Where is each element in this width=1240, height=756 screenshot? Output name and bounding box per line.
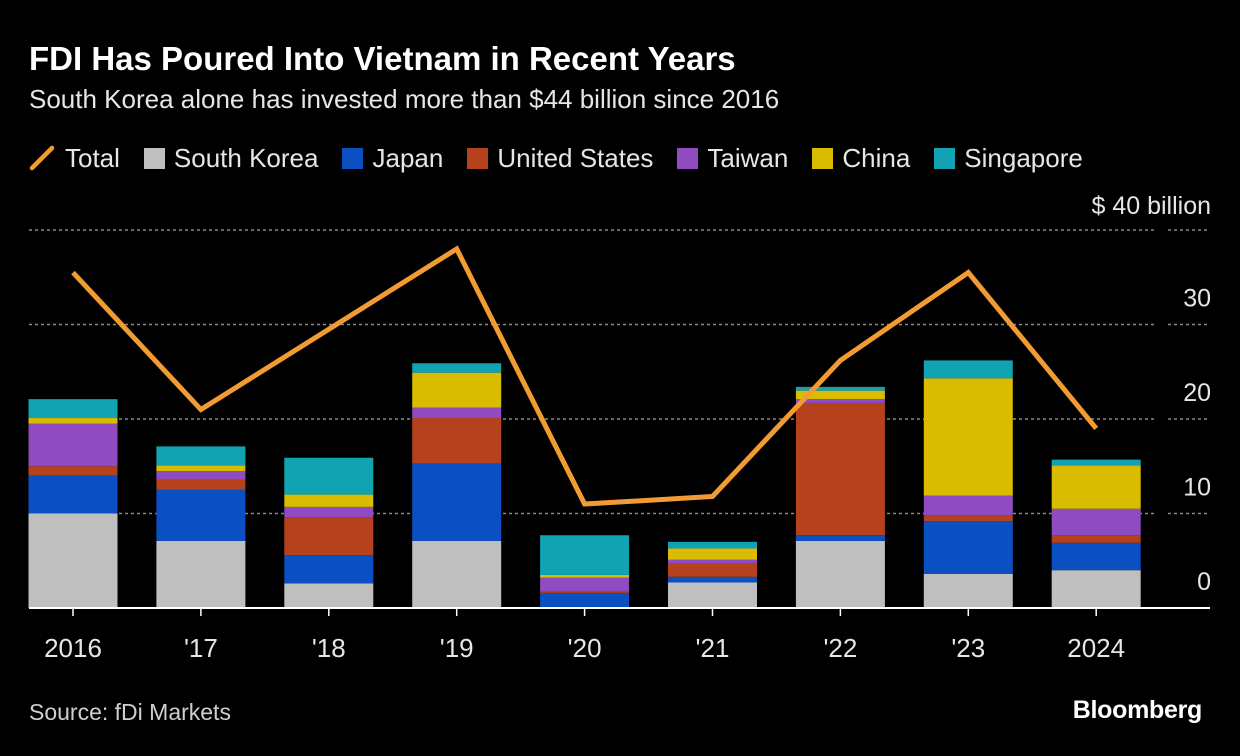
legend-item: United States	[467, 143, 653, 174]
legend-item: Japan	[342, 143, 443, 174]
x-tick-label: 2016	[44, 633, 102, 663]
legend-label: Japan	[372, 142, 444, 173]
chart-subtitle: South Korea alone has invested more than…	[29, 84, 780, 114]
y-tick-label: 10	[1183, 474, 1211, 502]
source-note: Source: fDi Markets	[29, 699, 231, 725]
bar-segment	[284, 583, 374, 608]
bar-segment	[412, 372, 502, 408]
bar-segment	[28, 466, 118, 476]
legend: Total South Korea Japan United States Taiwan…	[29, 140, 1107, 176]
bar-segment	[668, 576, 757, 583]
bar-segment	[668, 541, 757, 549]
bar-segment	[923, 521, 1013, 574]
bar-segment	[156, 446, 246, 466]
bar-segment	[795, 399, 885, 403]
bar-segment	[795, 535, 885, 541]
bar-segment	[156, 479, 246, 490]
bar-segment	[1051, 465, 1141, 509]
bar-segment	[412, 540, 502, 608]
legend-swatch	[342, 147, 364, 169]
bar-segment	[540, 535, 630, 575]
bar-segment	[28, 423, 118, 467]
legend-item: Singapore	[934, 143, 1083, 174]
bar-segment	[156, 470, 246, 480]
legend-swatch	[934, 147, 956, 169]
bar-segment	[668, 563, 757, 577]
bar-segment	[795, 540, 885, 608]
legend-line-swatch	[29, 145, 55, 171]
x-tick-label: '23	[951, 633, 985, 663]
bar-segment	[28, 475, 118, 514]
bar-segment	[156, 465, 246, 471]
chart-title: FDI Has Poured Into Vietnam in Recent Ye…	[29, 40, 736, 77]
bloomberg-logo: Bloomberg	[1072, 696, 1203, 724]
bar-segment	[1051, 542, 1141, 571]
bar-segment	[412, 418, 502, 464]
bar-segment	[923, 495, 1013, 516]
bar-segment	[668, 548, 757, 560]
legend-item: Total	[29, 143, 120, 174]
legend-label: South Korea	[173, 142, 319, 173]
x-tick-label: 2024	[1067, 633, 1125, 663]
bar-segment	[795, 390, 885, 400]
bar-segment	[1051, 570, 1141, 608]
bar-segment	[1051, 535, 1141, 543]
bar-segment	[923, 573, 1013, 608]
bar-segment	[412, 407, 502, 419]
y-tick-label: 0	[1197, 568, 1211, 596]
legend-swatch	[143, 147, 165, 169]
legend-label: China	[842, 142, 911, 173]
y-tick-label: $ 40 billion	[1091, 192, 1211, 220]
bar-segment	[28, 418, 118, 424]
bar-segment	[412, 463, 502, 541]
bar-segment	[540, 590, 630, 593]
bar-segment	[284, 517, 374, 556]
legend-swatch	[812, 147, 834, 169]
bar-segment	[284, 506, 374, 518]
bar-segment	[1051, 459, 1141, 466]
legend-label: Total	[65, 142, 120, 173]
legend-item: Taiwan	[677, 143, 788, 174]
bar-segment	[284, 555, 374, 584]
bar-segment	[540, 574, 630, 578]
legend-label: Taiwan	[707, 142, 789, 173]
bar-segment	[412, 363, 502, 373]
legend-swatch	[677, 147, 699, 169]
bar-segment	[540, 577, 630, 591]
bar-segment	[668, 559, 757, 564]
bar-segment	[795, 402, 885, 536]
bar-segment	[28, 513, 118, 608]
bar-segment	[540, 592, 630, 608]
bar-segment	[923, 378, 1013, 496]
bar-segment	[284, 457, 374, 495]
bar-segment	[923, 515, 1013, 522]
bar-segment	[923, 360, 1013, 379]
x-tick-label: '19	[440, 633, 474, 663]
x-tick-label: '20	[568, 633, 602, 663]
bar-segment	[668, 582, 757, 608]
x-tick-label: '22	[823, 633, 857, 663]
legend-item: China	[812, 143, 910, 174]
legend-item: South Korea	[143, 142, 319, 174]
legend-label: United States	[497, 142, 654, 173]
bar-segment	[795, 386, 885, 391]
x-tick-label: '18	[312, 633, 346, 663]
bar-segment	[28, 399, 118, 419]
legend-swatch	[467, 147, 489, 169]
bar-segment	[156, 540, 246, 608]
bar-segment	[1051, 508, 1141, 536]
x-tick-label: '17	[184, 633, 218, 663]
bar-segment	[156, 489, 246, 541]
x-tick-label: '21	[696, 633, 730, 663]
y-tick-label: 30	[1183, 285, 1211, 313]
bar-segment	[284, 494, 374, 507]
y-tick-label: 20	[1183, 379, 1211, 407]
legend-label: Singapore	[964, 142, 1083, 173]
